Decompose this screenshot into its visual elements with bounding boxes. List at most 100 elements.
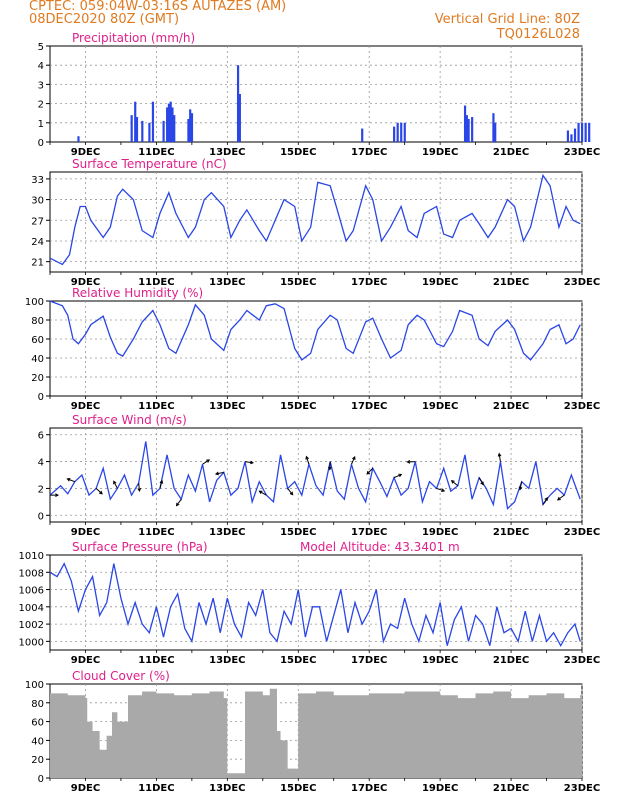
x-tick-label: 17DEC — [351, 147, 387, 158]
wind-arrow — [451, 480, 459, 487]
wind-arrow-head — [258, 490, 263, 494]
y-tick-label: 6 — [38, 431, 44, 442]
y-tick-label: 1006 — [19, 586, 44, 597]
y-tick-label: 60 — [31, 718, 44, 729]
y-tick-label: 24 — [31, 237, 44, 248]
cloud-bar — [262, 695, 264, 778]
wind-arrow-head — [55, 493, 60, 498]
header-station: CPTEC: 059:04W-03:16S AUTAZES (AM) — [29, 0, 287, 14]
cloud-bar — [528, 695, 530, 778]
precip-bar — [238, 94, 241, 142]
precip-bar — [130, 115, 133, 142]
wind-arrow — [519, 481, 523, 490]
wind-arrow-head — [544, 496, 548, 501]
wind-arrow — [215, 471, 224, 475]
y-tick-label: 2 — [38, 100, 44, 111]
wind-arrow — [287, 488, 294, 495]
precip-bar — [577, 122, 580, 142]
wind-arrow-head — [450, 480, 455, 484]
y-tick-label: 1008 — [19, 568, 44, 579]
cloud-bar — [511, 698, 513, 778]
cloud-bar — [245, 691, 247, 778]
precip-bar — [494, 122, 497, 142]
precip-bar — [189, 109, 192, 142]
y-tick-label: 3 — [38, 80, 44, 91]
y-tick-label: 27 — [31, 216, 44, 227]
precip-bar — [400, 122, 403, 142]
cloud-bar — [316, 691, 317, 778]
precip-bar — [148, 122, 151, 142]
precip-bar — [190, 113, 194, 142]
series-line — [49, 441, 581, 510]
x-tick-label: 13DEC — [209, 401, 245, 412]
panel-1: 9DEC 11DEC 13DEC 15DEC 17DEC 19DEC 21DEC 23DEC 2… — [31, 157, 600, 288]
x-tick-label: 17DEC — [351, 527, 387, 538]
precip-bar — [77, 136, 80, 142]
x-tick-label: 19DEC — [422, 147, 458, 158]
cloud-bar — [142, 691, 144, 778]
x-tick-label: 19DEC — [422, 401, 458, 412]
wind-arrow-head — [352, 455, 356, 460]
y-tick-label: 100 — [25, 680, 44, 691]
wind-arrow-head — [480, 481, 484, 486]
y-tick-label: 1004 — [19, 603, 44, 614]
cloud-bar — [564, 698, 566, 778]
y-tick-label: 100 — [25, 297, 44, 308]
x-tick-label: 21DEC — [493, 783, 529, 794]
wind-arrow-head — [206, 459, 211, 463]
precip-bar — [581, 122, 584, 142]
precip-bar — [169, 101, 172, 142]
y-tick-label: 0 — [38, 138, 44, 149]
wind-arrow-head — [159, 479, 164, 484]
y-tick-label: 20 — [31, 755, 44, 766]
precip-bar — [584, 122, 587, 142]
panel-frame — [49, 554, 583, 651]
wind-arrow-head — [406, 459, 411, 464]
panel-title: Surface Wind (m/s) — [72, 413, 187, 427]
y-tick-label: 4 — [38, 458, 44, 469]
x-tick-label: 9DEC — [71, 655, 100, 666]
cloud-bar — [223, 698, 225, 778]
x-tick-label: 11DEC — [138, 655, 174, 666]
wind-arrow-head — [289, 491, 294, 496]
panel-title: Surface Pressure (hPa) — [72, 540, 208, 554]
x-tick-label: 15DEC — [280, 783, 316, 794]
cloud-bar — [269, 688, 271, 778]
x-tick-label: 17DEC — [351, 277, 387, 288]
panel-title: Cloud Cover (%) — [72, 669, 170, 683]
precip-bar — [465, 115, 468, 142]
x-tick-label: 9DEC — [71, 277, 100, 288]
precip-bar — [361, 128, 364, 142]
precip-bar — [162, 120, 165, 142]
x-tick-label: 23DEC — [564, 655, 600, 666]
wind-arrow — [498, 453, 501, 462]
y-tick-label: 1000 — [19, 637, 44, 648]
x-tick-label: 9DEC — [71, 783, 100, 794]
precip-bar — [167, 103, 171, 142]
wind-arrow — [244, 461, 254, 464]
header-date: 08DEC2020 80Z (GMT) — [29, 12, 180, 27]
x-tick-label: 15DEC — [280, 527, 316, 538]
x-tick-label: 11DEC — [138, 783, 174, 794]
wind-arrow — [202, 459, 210, 465]
x-tick-label: 23DEC — [564, 401, 600, 412]
wind-arrow — [159, 480, 163, 489]
x-tick-label: 23DEC — [564, 277, 600, 288]
x-tick-label: 21DEC — [493, 655, 529, 666]
precip-bar — [393, 126, 396, 142]
panel-0: 9DEC 11DEC 13DEC 15DEC 17DEC 19DEC 21DEC 23DEC 0… — [38, 31, 601, 158]
cloud-bar — [87, 721, 89, 778]
wind-arrow — [67, 478, 76, 483]
cloud-bar — [546, 693, 548, 778]
cloud-bar — [333, 695, 335, 778]
y-tick-label: 20 — [31, 373, 44, 384]
x-tick-label: 19DEC — [422, 783, 458, 794]
x-tick-label: 21DEC — [493, 401, 529, 412]
y-tick-label: 0 — [38, 392, 44, 403]
cloud-bar — [475, 693, 477, 778]
cloud-bar — [85, 698, 87, 778]
x-tick-label: 23DEC — [564, 783, 600, 794]
x-tick-label: 19DEC — [422, 655, 458, 666]
wind-arrow — [542, 497, 548, 505]
